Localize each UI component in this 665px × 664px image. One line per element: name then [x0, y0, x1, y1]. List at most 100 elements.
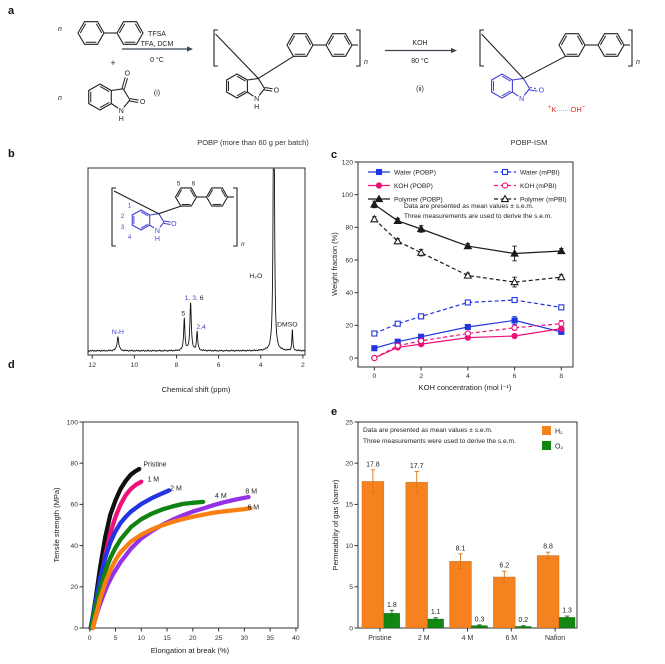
panel-d-tensile-plot: 0 5 10 15 20 25 30 35 40 0 20 40 60 80 100 Pristine 1 M 2… — [67, 419, 300, 642]
panel-b-xlabel: Chemical shift (ppm) — [162, 385, 231, 394]
legend-entry-polymer-mpbi-: Polymer (mPBI) — [494, 194, 567, 203]
aromatic-inner-bond — [599, 35, 607, 46]
legend-label: KOH (mPBI) — [520, 183, 557, 190]
atom-o: O — [539, 88, 545, 95]
x-tick-label: 15 — [163, 635, 171, 642]
aromatic-inner-bond — [236, 75, 246, 82]
bar-h2 — [493, 576, 516, 629]
step-ii-label: (ii) — [416, 86, 424, 93]
ion-cation-k: K — [552, 105, 557, 114]
y-tick-label: 120 — [342, 159, 354, 166]
series-line — [374, 299, 562, 335]
bar-value-o2: 1.1 — [431, 609, 441, 616]
aromatic-inner-bond — [501, 75, 511, 82]
bond-line — [257, 78, 266, 89]
marker-triangle — [370, 199, 379, 208]
panel-e-ylabel: Permeability of gas (barrer) — [331, 479, 340, 570]
category-label: 6 M — [505, 635, 517, 642]
legend-entry-water-pobp-: Water (POBP) — [368, 168, 436, 176]
benzene-ring — [558, 33, 586, 57]
benzene-ring — [286, 33, 314, 57]
bar-group-4-m: 8.1 0.3 — [449, 545, 488, 629]
y-tick-label: 0 — [349, 355, 353, 362]
inset-open-bracket — [111, 187, 116, 247]
curve-label: 2 M — [170, 485, 182, 492]
series-line — [374, 319, 562, 349]
panel-label-d: d — [8, 359, 15, 371]
reagent-tfsa: TFSA — [148, 31, 166, 38]
y-tick-label: 60 — [345, 257, 353, 264]
panel-c-annotation-line1: Data are presented as mean values ± s.e.… — [404, 203, 534, 210]
marker-triangle — [510, 277, 519, 286]
panel-label-e: e — [331, 406, 337, 418]
legend-label: H₂ — [555, 429, 563, 436]
peak-label-part: 1, 3, — [185, 295, 198, 302]
x-tick-label: 8 — [559, 373, 563, 380]
double-bond — [130, 98, 139, 101]
marker-square — [464, 299, 471, 306]
bond-line — [523, 55, 566, 79]
double-bond — [529, 89, 538, 92]
step-i-label: (i) — [154, 90, 160, 97]
series-polymer-pobp- — [370, 199, 566, 262]
ring-number-2: 2 — [121, 214, 125, 220]
benzene-ring — [491, 73, 513, 99]
category-label: Pristine — [368, 635, 391, 642]
y-tick-label: 100 — [342, 192, 354, 199]
marker-circle — [371, 354, 378, 362]
bond-line — [159, 221, 165, 228]
panel-c-xlabel: KOH concentration (mol l⁻¹) — [419, 383, 512, 392]
atom-h: H — [119, 116, 124, 123]
aromatic-inner-bond — [207, 189, 214, 198]
bond-line — [149, 224, 155, 229]
inset-close-bracket — [233, 187, 238, 247]
curve-label: 6 M — [247, 505, 259, 512]
curve-4-m: 4 M — [89, 493, 227, 631]
marker-triangle — [374, 194, 384, 203]
curve-2-m: 2 M — [88, 485, 182, 631]
stress-strain-curve — [90, 505, 253, 631]
category-label: 2 M — [418, 635, 430, 642]
aromatic-inner-bond — [99, 85, 110, 93]
peak-label-part: N-H — [112, 329, 124, 336]
benzene-ring — [597, 33, 625, 57]
y-tick-label: 20 — [345, 461, 353, 468]
aromatic-inner-bond — [140, 223, 149, 229]
x-tick-label: 40 — [292, 635, 300, 642]
marker-circle — [417, 337, 425, 345]
atom-n: N — [519, 96, 524, 103]
legend-label: Polymer (mPBI) — [520, 196, 567, 203]
plus-sign: + — [110, 58, 115, 68]
stress-strain-curve — [88, 488, 172, 631]
ion-dots: ······· — [557, 108, 571, 114]
panel-c-ylabel: Weight fraction (%) — [330, 232, 339, 296]
category-label: 4 M — [462, 635, 474, 642]
double-bond — [123, 77, 129, 90]
bond-line — [215, 33, 259, 79]
reaction-arrow-head — [451, 47, 457, 54]
double-bond — [529, 86, 538, 90]
marker-triangle — [556, 272, 566, 281]
bond-line — [111, 88, 124, 92]
x-tick-label: 2 — [301, 362, 305, 369]
x-tick-label: 4 — [466, 373, 470, 380]
ism-open-bracket — [479, 29, 484, 67]
marker-square — [501, 168, 509, 176]
series-koh-mpbi- — [371, 319, 565, 362]
panel-label-c: c — [331, 149, 337, 161]
aromatic-inner-bond — [176, 189, 183, 198]
atom-h: H — [155, 236, 160, 243]
aromatic-inner-bond — [99, 101, 110, 109]
bar-h2 — [449, 561, 472, 629]
panel-d-ylabel: Tensile strength (MPa) — [52, 487, 61, 563]
panel-e-permeability-plot: 0 5 10 15 20 25 17.8 1.8 Pristine 17.7 1.1 2 M 8.1 0.… — [345, 419, 578, 642]
inset-repeat-n: n — [241, 241, 245, 248]
curve-label: 4 M — [215, 493, 227, 500]
legend-entry-o2: O₂ — [542, 441, 563, 451]
aromatic-inner-bond — [288, 35, 296, 46]
repeat-n-pobp: n — [364, 59, 368, 66]
ring-number-3: 3 — [121, 225, 125, 231]
legend-entry-polymer-pobp-: Polymer (POBP) — [368, 194, 443, 203]
y-tick-label: 20 — [70, 584, 78, 591]
